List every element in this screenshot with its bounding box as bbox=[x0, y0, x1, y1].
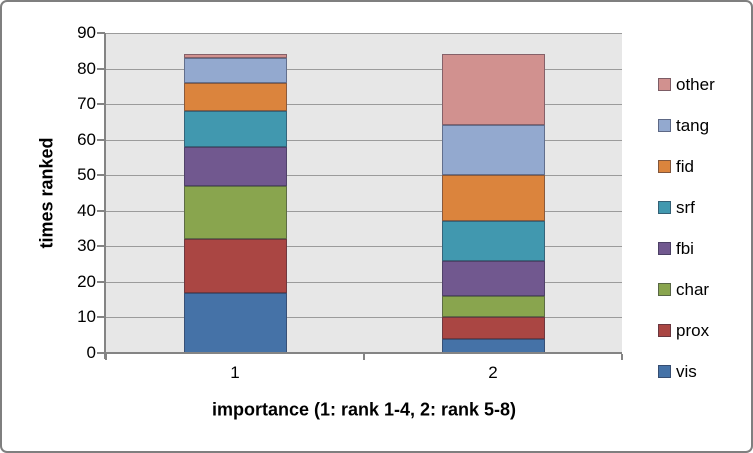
y-tick bbox=[97, 138, 105, 141]
y-tick bbox=[97, 245, 105, 248]
bar-segment-tang bbox=[183, 57, 287, 83]
legend-item-prox: prox bbox=[658, 319, 715, 342]
bar-segment-char bbox=[183, 185, 287, 240]
legend-swatch bbox=[658, 283, 671, 296]
legend-label: tang bbox=[676, 116, 710, 135]
legend-swatch bbox=[658, 201, 671, 214]
legend-label: fbi bbox=[676, 239, 694, 258]
legend-item-srf: srf bbox=[658, 196, 715, 219]
y-tick bbox=[97, 67, 105, 70]
bar-segment-char bbox=[441, 296, 545, 318]
legend-swatch bbox=[658, 160, 671, 173]
bar-segment-vis bbox=[441, 338, 545, 353]
legend-swatch bbox=[658, 324, 671, 337]
y-axis-line bbox=[104, 33, 106, 359]
legend-label: fid bbox=[676, 157, 694, 176]
y-tick-label: 20 bbox=[77, 271, 96, 291]
gridline bbox=[106, 68, 622, 70]
y-tick bbox=[97, 174, 105, 177]
gridline bbox=[106, 246, 622, 248]
y-tick-label: 30 bbox=[77, 236, 96, 256]
y-tick bbox=[97, 280, 105, 283]
y-tick-label: 0 bbox=[86, 343, 96, 362]
gridline bbox=[106, 33, 622, 34]
x-axis-line bbox=[106, 352, 622, 354]
legend-item-char: char bbox=[658, 278, 715, 301]
bar-segment-fid bbox=[441, 175, 545, 222]
y-tick bbox=[97, 32, 105, 34]
x-axis-title: importance (1: rank 1-4, 2: rank 5-8) bbox=[211, 399, 517, 420]
y-tick-label: 10 bbox=[77, 307, 96, 327]
legend-item-tang: tang bbox=[658, 114, 715, 137]
legend-swatch bbox=[658, 365, 671, 378]
gridline bbox=[106, 104, 622, 106]
legend-item-vis: vis bbox=[658, 360, 715, 383]
gridline bbox=[106, 139, 622, 141]
y-tick bbox=[97, 352, 105, 354]
bar-segment-tang bbox=[441, 125, 545, 176]
legend-label: prox bbox=[676, 321, 710, 340]
legend-label: vis bbox=[676, 362, 697, 381]
legend-item-fid: fid bbox=[658, 155, 715, 178]
legend-item-fbi: fbi bbox=[658, 237, 715, 260]
legend-swatch bbox=[658, 78, 671, 91]
x-tick bbox=[105, 354, 107, 360]
x-tick bbox=[621, 354, 623, 360]
gridline bbox=[106, 317, 622, 319]
bar-segment-other bbox=[441, 54, 545, 126]
category-label: 2 bbox=[488, 363, 498, 382]
category-label: 1 bbox=[230, 363, 240, 382]
plot-area bbox=[106, 33, 622, 353]
bar-segment-other bbox=[183, 54, 287, 58]
y-tick bbox=[97, 103, 105, 106]
bar-segment-srf bbox=[183, 111, 287, 147]
x-tick bbox=[363, 354, 365, 360]
gridline bbox=[106, 210, 622, 212]
legend-label: other bbox=[676, 75, 715, 94]
y-tick bbox=[97, 316, 105, 319]
bar-segment-fbi bbox=[183, 146, 287, 186]
bar-segment-fbi bbox=[441, 260, 545, 297]
y-tick-label: 60 bbox=[77, 129, 96, 149]
y-tick-label: 80 bbox=[77, 58, 96, 78]
legend-swatch bbox=[658, 242, 671, 255]
bar-segment-prox bbox=[183, 239, 287, 293]
y-axis-title: times ranked bbox=[36, 137, 57, 249]
gridline bbox=[106, 281, 622, 283]
legend-label: srf bbox=[676, 198, 695, 217]
legend-swatch bbox=[658, 119, 671, 132]
y-tick-label: 70 bbox=[77, 94, 96, 114]
legend-label: char bbox=[676, 280, 710, 299]
legend: other tang fid srf fbi char prox vis bbox=[658, 73, 715, 383]
legend-item-other: other bbox=[658, 73, 715, 96]
bar-segment-fid bbox=[183, 82, 287, 112]
y-tick bbox=[97, 209, 105, 212]
y-tick-label: 90 bbox=[77, 23, 96, 42]
bar-segment-srf bbox=[441, 221, 545, 261]
gridline bbox=[106, 175, 622, 177]
y-tick-label: 40 bbox=[77, 200, 96, 220]
bar-segment-vis bbox=[183, 292, 287, 353]
y-tick-label: 50 bbox=[77, 165, 96, 185]
bar-segment-prox bbox=[441, 317, 545, 339]
